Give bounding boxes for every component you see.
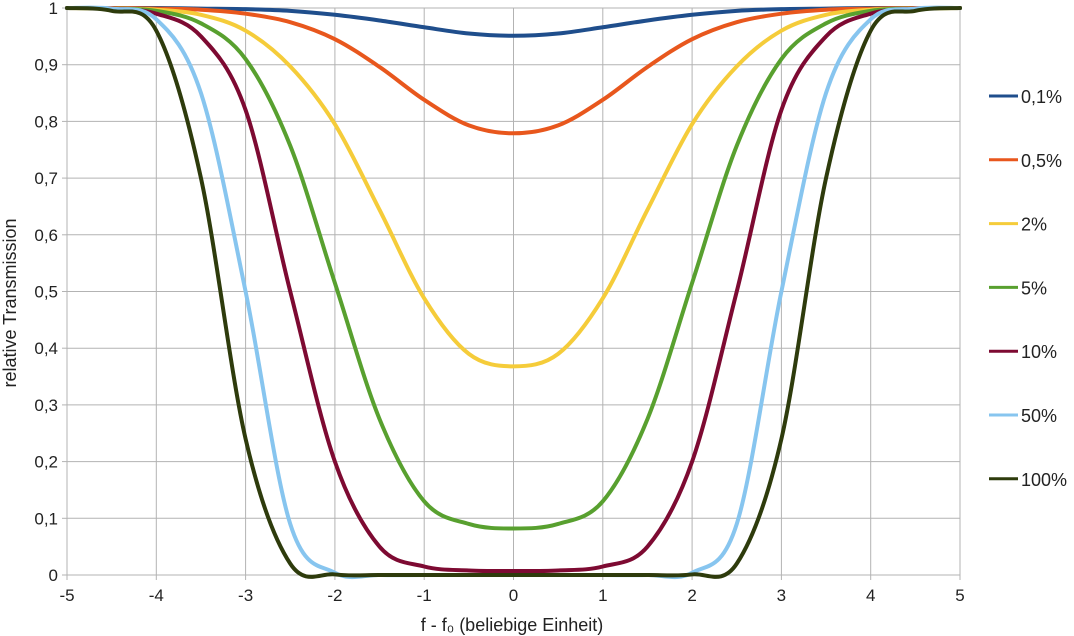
y-axis-title: relative Transmission bbox=[0, 218, 20, 387]
y-tick-label: 0,4 bbox=[34, 339, 58, 358]
series-layer bbox=[65, 5, 962, 580]
x-tick-label: -3 bbox=[238, 586, 253, 605]
x-tick-label: 3 bbox=[777, 586, 786, 605]
series-line-3 bbox=[65, 6, 962, 531]
x-tick-label: -4 bbox=[149, 586, 164, 605]
y-tick-label: 0,7 bbox=[34, 169, 58, 188]
legend-label-6: 100% bbox=[1021, 470, 1067, 490]
x-axis-title: f - f₀ (beliebige Einheit) bbox=[421, 615, 604, 635]
y-tick-label: 0,8 bbox=[34, 112, 58, 131]
x-tick-label: 5 bbox=[955, 586, 964, 605]
y-tick-label: 0,5 bbox=[34, 283, 58, 302]
legend-label-5: 50% bbox=[1021, 406, 1057, 426]
legend-label-2: 2% bbox=[1021, 215, 1047, 235]
x-tick-label: 1 bbox=[598, 586, 607, 605]
x-tick-label: 2 bbox=[687, 586, 696, 605]
x-tick-label: -2 bbox=[327, 586, 342, 605]
y-tick-label: 0 bbox=[49, 566, 58, 585]
legend-label-1: 0,5% bbox=[1021, 151, 1062, 171]
series-line-2 bbox=[65, 6, 962, 369]
legend-label-0: 0,1% bbox=[1021, 87, 1062, 107]
series-line-4 bbox=[65, 5, 962, 574]
series-line-1 bbox=[65, 5, 962, 136]
x-tick-label: 4 bbox=[866, 586, 875, 605]
y-tick-label: 0,2 bbox=[34, 453, 58, 472]
y-tick-label: 0,3 bbox=[34, 396, 58, 415]
legend: 0,1% 0,5% 2% 5% 10% 50% 100% bbox=[989, 87, 1067, 490]
x-tick-label: -1 bbox=[417, 586, 432, 605]
x-tick-label: -5 bbox=[59, 586, 74, 605]
x-tick-label: 0 bbox=[509, 586, 518, 605]
grid-layer bbox=[62, 7, 961, 580]
legend-label-3: 5% bbox=[1021, 278, 1047, 298]
series-line-6 bbox=[65, 6, 962, 579]
y-tick-label: 1 bbox=[49, 0, 58, 18]
y-tick-label: 0,1 bbox=[34, 509, 58, 528]
y-tick-label: 0,9 bbox=[34, 56, 58, 75]
y-tick-label: 0,6 bbox=[34, 226, 58, 245]
legend-label-4: 10% bbox=[1021, 342, 1057, 362]
tick-labels: 0 0,1 0,2 0,3 0,4 0,5 0,6 0,7 0,8 0,9 1 -5 -4 -3 -2 -1 0… bbox=[34, 0, 964, 605]
